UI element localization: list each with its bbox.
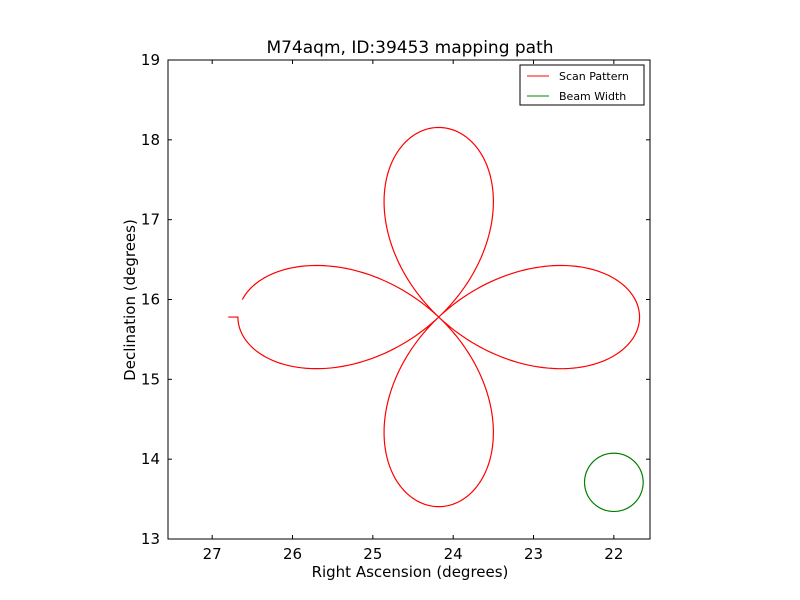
legend-box xyxy=(519,64,645,106)
x-tick-label: 27 xyxy=(203,545,222,563)
legend: Scan Pattern Beam Width xyxy=(519,64,645,106)
plot-frame xyxy=(167,59,651,540)
x-tick-label: 25 xyxy=(363,545,382,563)
x-tick-label: 24 xyxy=(444,545,463,563)
y-tick-label: 16 xyxy=(141,291,160,309)
chart-title: M74aqm, ID:39453 mapping path xyxy=(266,38,553,58)
legend-label-beam-width: Beam Width xyxy=(559,90,626,103)
x-tick-label: 23 xyxy=(524,545,543,563)
y-tick-label: 18 xyxy=(141,131,160,149)
y-tick-label: 17 xyxy=(141,211,160,229)
y-tick-label: 13 xyxy=(141,530,160,548)
y-axis-label: Declination (degrees) xyxy=(121,219,139,381)
y-axis-ticks: 13 14 15 16 17 18 19 xyxy=(141,51,650,548)
x-axis-ticks: 27 26 25 24 23 22 xyxy=(203,60,623,563)
x-axis-label: Right Ascension (degrees) xyxy=(312,563,509,581)
y-tick-label: 15 xyxy=(141,370,160,388)
series-scan-pattern xyxy=(228,126,641,508)
x-tick-label: 26 xyxy=(283,545,302,563)
legend-label-scan-pattern: Scan Pattern xyxy=(559,70,629,83)
y-tick-label: 19 xyxy=(141,51,160,69)
plot-area xyxy=(228,126,644,513)
series-beam-width xyxy=(583,452,644,513)
y-tick-label: 14 xyxy=(141,450,160,468)
x-tick-label: 22 xyxy=(604,545,623,563)
